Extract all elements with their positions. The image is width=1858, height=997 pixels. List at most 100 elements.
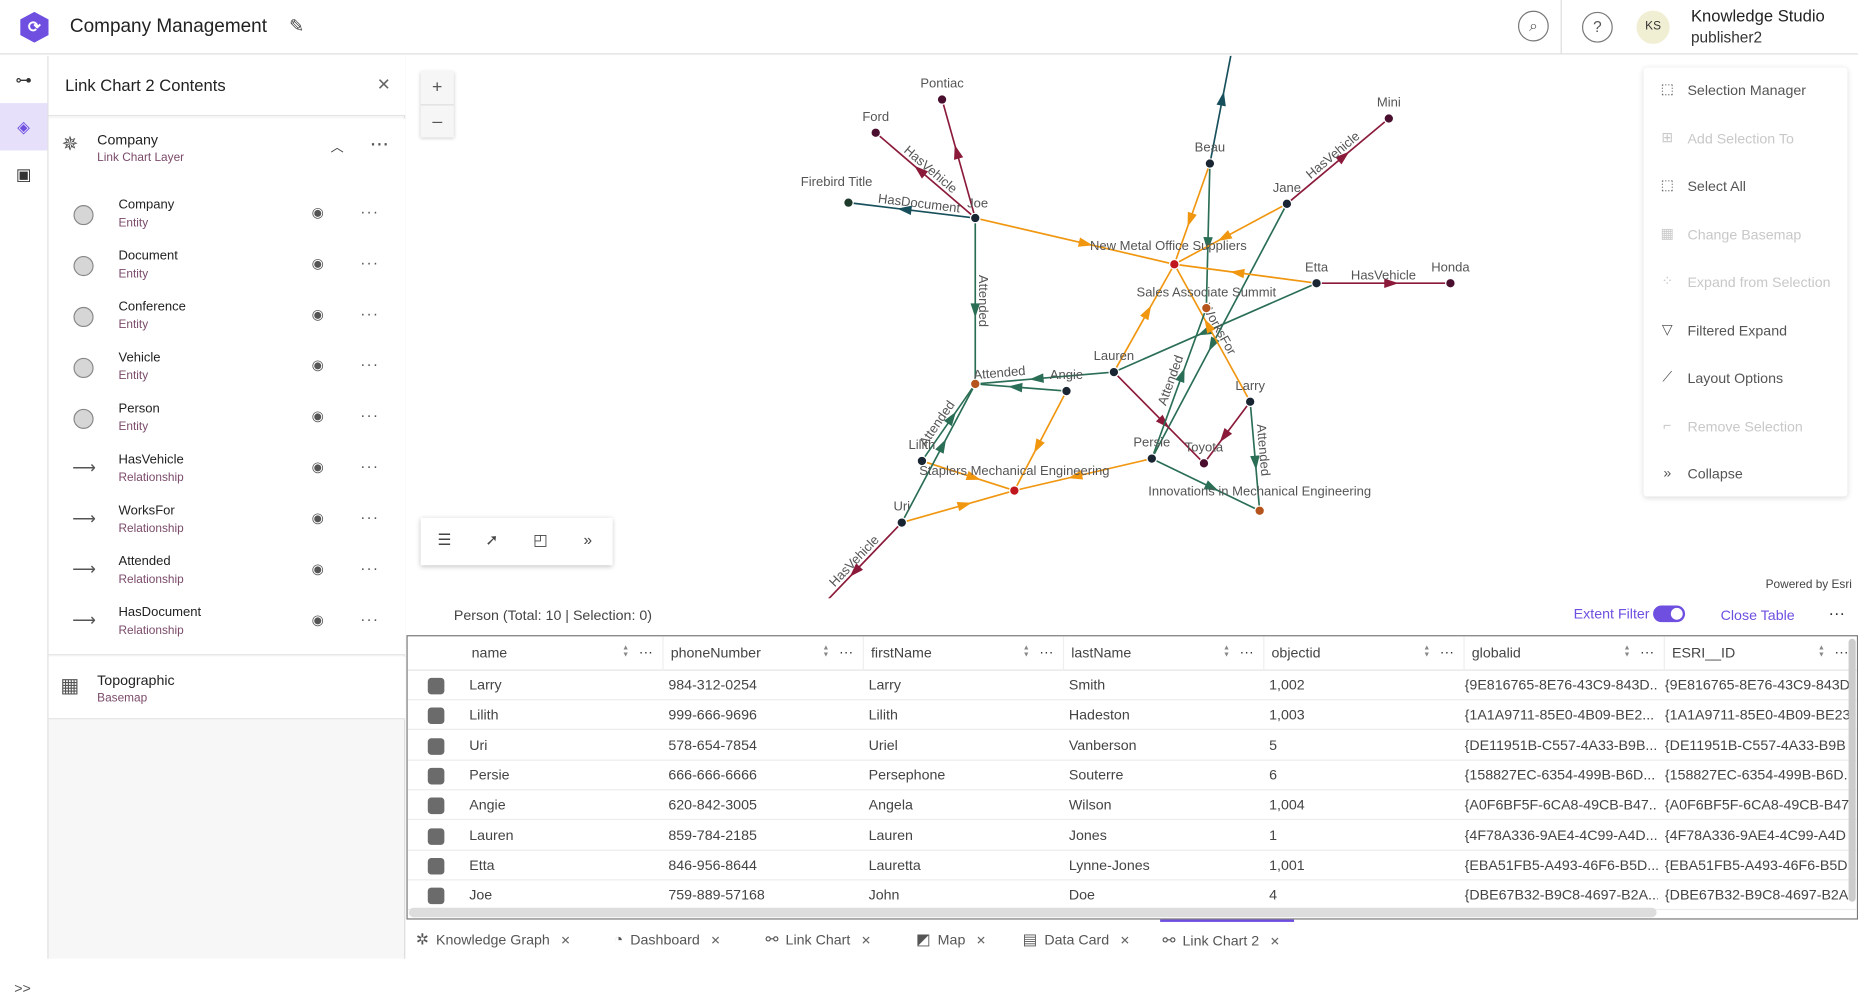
menu-item-collapse[interactable]: » Collapse	[1644, 451, 1848, 498]
edge-worksfor[interactable]	[1013, 390, 1068, 491]
column-header-name[interactable]: name ▲▼ ···	[465, 636, 664, 671]
node-person[interactable]: Uri	[893, 499, 910, 528]
node-marker[interactable]	[916, 455, 928, 467]
edge-line[interactable]	[1174, 263, 1317, 285]
sublayer-vehicle[interactable]: Vehicle Entity ◉ ···	[49, 348, 406, 395]
node-marker[interactable]	[1254, 505, 1265, 517]
eye-icon[interactable]: ◉	[311, 611, 325, 629]
edge-line[interactable]	[975, 371, 1114, 385]
close-tab-icon[interactable]: ✕	[1269, 936, 1280, 950]
column-menu-icon[interactable]: ···	[1239, 643, 1254, 661]
row-checkbox[interactable]	[427, 677, 445, 695]
column-menu-icon[interactable]: ···	[1834, 643, 1849, 661]
node-person[interactable]: Jane	[1273, 180, 1301, 210]
node-marker[interactable]	[1169, 258, 1180, 270]
sublayer-more-icon[interactable]: ···	[360, 406, 380, 425]
edge-line[interactable]	[1173, 263, 1251, 403]
column-header-globalid[interactable]: globalid ▲▼ ···	[1465, 636, 1665, 671]
table-row[interactable]: Etta 846-956-8644 Lauretta Lynne-Jones 1,001…	[407, 851, 1857, 881]
tab-link-chart[interactable]: ⚯ Link Chart ✕	[766, 920, 871, 959]
column-menu-icon[interactable]: ···	[1640, 643, 1655, 661]
tab-link-chart-2[interactable]: ⚯ Link Chart 2 ✕	[1160, 919, 1295, 959]
column-menu-icon[interactable]: ···	[1439, 643, 1454, 661]
sublayer-more-icon[interactable]: ···	[360, 508, 380, 527]
node-vehicle[interactable]: Toyota	[1185, 439, 1224, 469]
edge-attended[interactable]: Attended	[973, 363, 1114, 385]
tree-icon[interactable]: ⊶	[15, 69, 32, 89]
help-icon[interactable]: ?	[1581, 11, 1613, 43]
column-header-phoneNumber[interactable]: phoneNumber ▲▼ ···	[664, 636, 864, 671]
basemap-layer[interactable]: ▦ Topographic Basemap	[48, 656, 406, 720]
node-marker[interactable]	[1445, 277, 1456, 289]
sublayer-attended[interactable]: ⟶ Attended Relationship ◉ ···	[49, 552, 406, 599]
node-marker[interactable]	[969, 212, 981, 224]
menu-item-filtered-expand[interactable]: ▽ Filtered Expand	[1644, 308, 1848, 355]
edge-hasvehicle[interactable]	[941, 99, 977, 219]
node-person[interactable]: Etta	[1305, 259, 1329, 289]
layers-icon[interactable]: ◈	[0, 103, 48, 151]
sublayer-more-icon[interactable]: ···	[360, 559, 380, 578]
node-marker[interactable]	[1383, 113, 1395, 124]
node-marker[interactable]	[1061, 385, 1072, 397]
sublayer-hasdocument[interactable]: ⟶ HasDocument Relationship ◉ ···	[49, 603, 406, 650]
expand-rail-button[interactable]: >>	[14, 979, 31, 997]
table-more-icon[interactable]: ···	[1828, 603, 1846, 623]
layer-more-icon[interactable]: ···	[370, 135, 390, 153]
edge-worksfor[interactable]	[975, 217, 1175, 266]
menu-item-selection-manager[interactable]: ⬚ Selection Manager	[1644, 68, 1848, 115]
list-icon[interactable]: ☰	[437, 530, 452, 549]
sublayer-more-icon[interactable]: ···	[360, 253, 380, 272]
table-row[interactable]: Joe 759-889-57168 John Doe 4 {DBE67B32-B9C8-4…	[407, 881, 1857, 911]
edge-worksfor[interactable]	[1113, 263, 1176, 373]
sort-icon[interactable]: ▲▼	[622, 644, 630, 659]
node-vehicle[interactable]: Pontiac	[920, 76, 964, 105]
node-person[interactable]: Larry	[1235, 378, 1265, 408]
column-menu-icon[interactable]: ···	[1039, 643, 1054, 661]
node-conference[interactable]: Innovations in Mechanical Engineering	[1148, 483, 1371, 517]
table-row[interactable]: Persie 666-666-6666 Persephone Souterre 6 {15…	[407, 761, 1857, 791]
node-person[interactable]: Persie	[1133, 435, 1170, 464]
edge-line[interactable]	[901, 383, 976, 523]
node-marker[interactable]	[870, 127, 882, 139]
close-tab-icon[interactable]: ✕	[1119, 934, 1130, 948]
edge-line[interactable]	[1173, 203, 1288, 265]
edge-attended[interactable]	[901, 383, 976, 523]
table-row[interactable]: Lauren 859-784-2185 Lauren Jones 1 {4F78A336-…	[407, 821, 1857, 851]
edge-worksfor[interactable]	[1173, 163, 1211, 265]
sublayer-document[interactable]: Document Entity ◉ ···	[49, 246, 406, 293]
column-header-lastName[interactable]: lastName ▲▼ ···	[1064, 636, 1265, 671]
extent-filter-toggle[interactable]	[1653, 605, 1686, 623]
edge-hasvehicle[interactable]: HasVehicle	[818, 522, 903, 599]
sublayer-more-icon[interactable]: ···	[360, 355, 380, 374]
edge-line[interactable]	[1014, 457, 1153, 492]
column-header-objectid[interactable]: objectid ▲▼ ···	[1264, 636, 1465, 671]
edge-line[interactable]	[1151, 203, 1288, 459]
eye-icon[interactable]: ◉	[311, 458, 325, 476]
row-checkbox[interactable]	[427, 857, 445, 875]
zoom-out-button[interactable]: –	[420, 104, 454, 137]
close-tab-icon[interactable]: ✕	[976, 934, 986, 948]
edge-line[interactable]	[818, 522, 903, 599]
edge-worksfor[interactable]	[921, 460, 1015, 492]
row-checkbox[interactable]	[427, 707, 445, 725]
column-header-firstName[interactable]: firstName ▲▼ ···	[864, 636, 1065, 671]
row-checkbox[interactable]	[427, 737, 445, 755]
select-area-icon[interactable]: ◰	[533, 530, 548, 549]
sort-icon[interactable]: ▲▼	[1817, 644, 1825, 659]
edge-line[interactable]	[1113, 282, 1317, 373]
sublayer-more-icon[interactable]: ···	[360, 202, 380, 221]
node-conference[interactable]: Sales Associate Summit	[1137, 284, 1277, 314]
edge-attended[interactable]	[1151, 457, 1261, 512]
eye-icon[interactable]: ◉	[311, 509, 325, 527]
edge-hasvehicle[interactable]	[1113, 371, 1205, 464]
edge-line[interactable]	[848, 201, 976, 219]
edge-hasvehicle[interactable]: HasVehicle	[1316, 268, 1451, 288]
column-header-ESRI__ID[interactable]: ESRI__ID ▲▼ ···	[1665, 636, 1857, 670]
edge-worksfor[interactable]	[1174, 263, 1317, 285]
eye-icon[interactable]: ◉	[311, 203, 325, 221]
edge-line[interactable]	[1113, 263, 1176, 373]
edge-hasdocument[interactable]: HasDocument	[848, 191, 976, 219]
node-marker[interactable]	[936, 94, 948, 105]
close-icon[interactable]: ✕	[376, 74, 391, 94]
link-chart-graph[interactable]: HasVehicleHasDocumentAttendedHasVehicleH…	[406, 55, 1858, 599]
